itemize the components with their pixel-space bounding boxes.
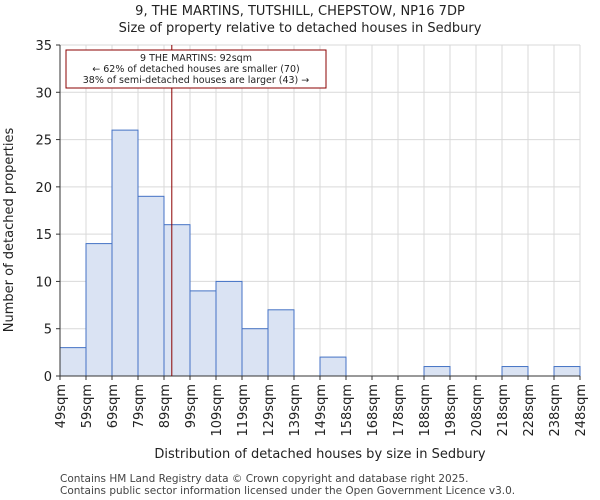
bar [241, 328, 269, 377]
x-tick-label: 238sqm [548, 384, 563, 437]
y-tick-label: 35 [35, 39, 52, 54]
bar [319, 356, 347, 377]
x-tick-label: 149sqm [314, 384, 329, 437]
bar [111, 129, 139, 377]
y-tick-label: 25 [35, 134, 52, 149]
annotation-line: 38% of semi-detached houses are larger (… [83, 75, 310, 86]
bar [163, 224, 191, 377]
x-ticks: 49sqm 59sqm 69sqm 79sqm 89sqm 99sqm 109sqm 119s… [54, 376, 589, 437]
x-tick-label: 198sqm [444, 384, 459, 437]
bars [59, 129, 581, 377]
x-tick-label: 168sqm [366, 384, 381, 437]
y-tick-label: 15 [35, 228, 52, 243]
y-axis-label: Number of detached properties [2, 128, 17, 333]
bar [267, 309, 295, 377]
x-tick-label: 99sqm [184, 384, 199, 428]
x-tick-label: 119sqm [236, 384, 251, 437]
x-tick-label: 59sqm [80, 384, 95, 428]
bar [501, 366, 529, 377]
x-tick-label: 178sqm [392, 384, 407, 437]
x-axis-label: Distribution of detached houses by size … [154, 447, 486, 462]
y-tick-label: 30 [35, 86, 52, 101]
x-tick-label: 109sqm [210, 384, 225, 437]
annotation-line: ← 62% of detached houses are smaller (70… [92, 64, 299, 75]
bar [59, 347, 87, 377]
marker-group: 9 THE MARTINS: 92sqm← 62% of detached ho… [65, 45, 327, 376]
bar [137, 195, 165, 377]
x-tick-label: 218sqm [496, 384, 511, 437]
chart-subtitle: Size of property relative to detached ho… [118, 21, 482, 36]
annotation-box [65, 49, 327, 89]
x-tick-label: 248sqm [574, 384, 589, 437]
x-tick-label: 139sqm [288, 384, 303, 437]
x-tick-label: 158sqm [340, 384, 355, 437]
bar [423, 366, 451, 377]
y-tick-label: 5 [44, 323, 52, 338]
x-tick-label: 49sqm [54, 384, 69, 428]
footer-licence: Contains public sector information licen… [60, 485, 516, 497]
x-tick-label: 89sqm [158, 384, 173, 428]
x-tick-label: 129sqm [262, 384, 277, 437]
bar [85, 243, 113, 377]
y-ticks: 0 5 10 15 20 25 30 35 [35, 39, 60, 385]
x-tick-label: 79sqm [132, 384, 147, 428]
y-tick-label: 20 [35, 181, 52, 196]
bar [189, 290, 217, 377]
x-tick-label: 188sqm [418, 384, 433, 437]
bar [553, 366, 581, 377]
footer-copyright: Contains HM Land Registry data © Crown c… [60, 473, 469, 485]
y-tick-label: 10 [35, 275, 52, 290]
x-tick-label: 228sqm [522, 384, 537, 437]
annotation-line: 9 THE MARTINS: 92sqm [140, 53, 252, 64]
bar [215, 280, 243, 377]
x-tick-label: 208sqm [470, 384, 485, 437]
chart-title: 9, THE MARTINS, TUTSHILL, CHEPSTOW, NP16… [135, 4, 465, 19]
x-tick-label: 69sqm [106, 384, 121, 428]
y-tick-label: 0 [44, 370, 52, 385]
